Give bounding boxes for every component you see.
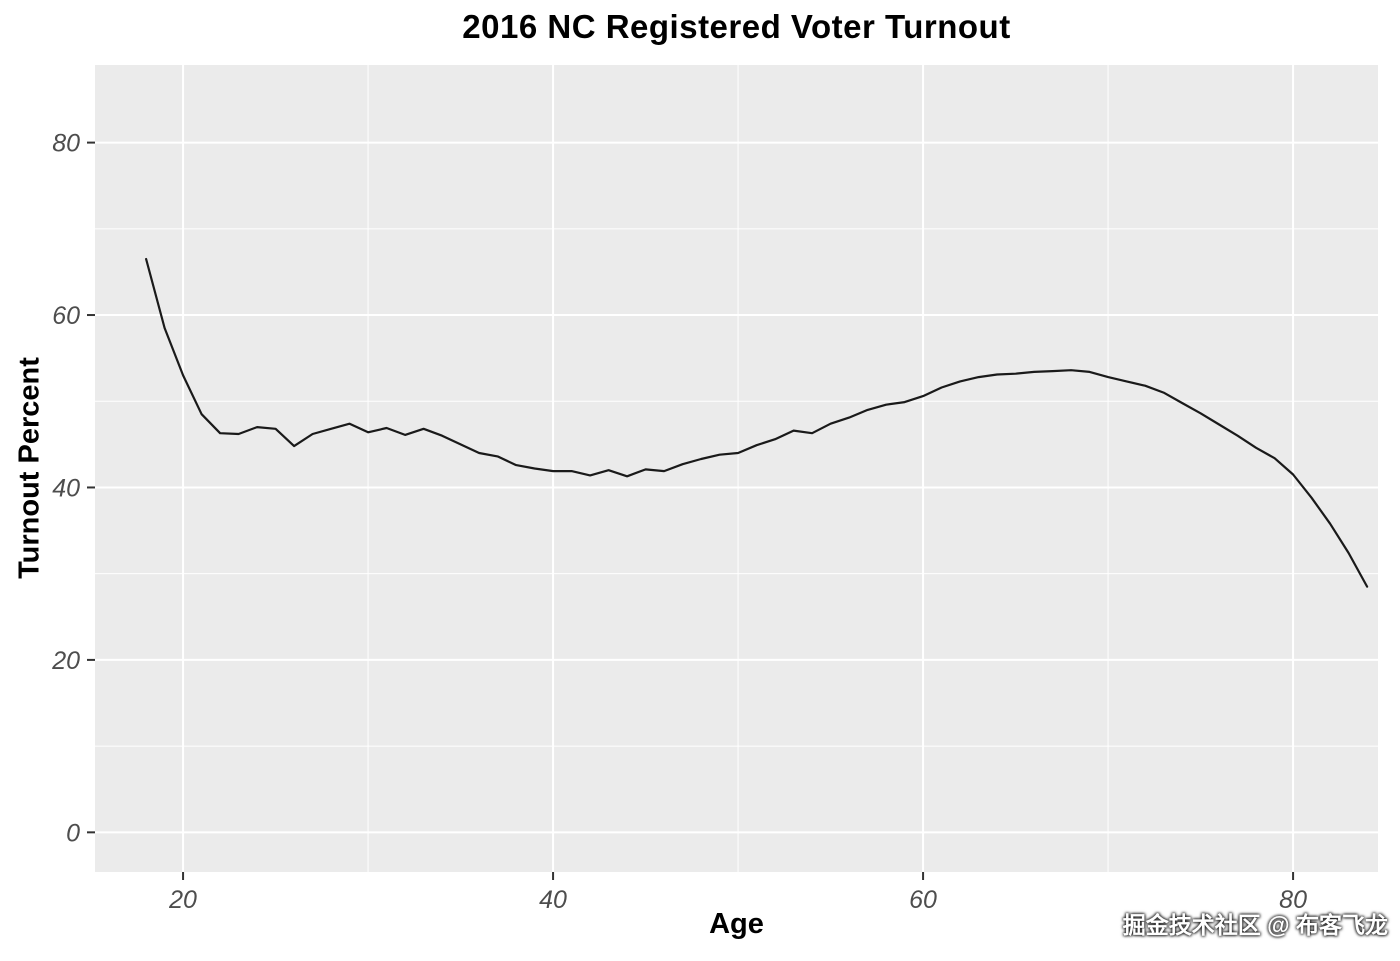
- y-tick-label: 80: [52, 130, 80, 158]
- gridlines-minor: [95, 65, 1378, 872]
- axis-tick-marks: [87, 141, 1295, 880]
- x-tick-label: 80: [1279, 886, 1307, 914]
- watermark-text: 掘金技术社区 @ 布客飞龙: [1122, 912, 1388, 938]
- y-tick-label: 20: [51, 647, 80, 675]
- x-axis-title: Age: [709, 908, 764, 940]
- plot-panel: [95, 65, 1378, 872]
- x-tick-label: 60: [909, 886, 937, 914]
- x-axis-tick-labels: 20 40 60 80: [168, 886, 1307, 914]
- gridlines-major: [95, 65, 1378, 872]
- turnout-line: [145, 257, 1369, 588]
- y-tick-label: 0: [66, 819, 80, 847]
- y-tick-label: 40: [52, 474, 80, 502]
- y-tick-label: 60: [52, 302, 80, 330]
- x-tick-label: 20: [168, 886, 197, 914]
- y-axis-title: Turnout Percent: [13, 357, 46, 579]
- y-axis-tick-labels: 0 20 40 60 80: [51, 130, 80, 848]
- chart-title: 2016 NC Registered Voter Turnout: [462, 8, 1011, 45]
- x-tick-label: 40: [539, 886, 567, 914]
